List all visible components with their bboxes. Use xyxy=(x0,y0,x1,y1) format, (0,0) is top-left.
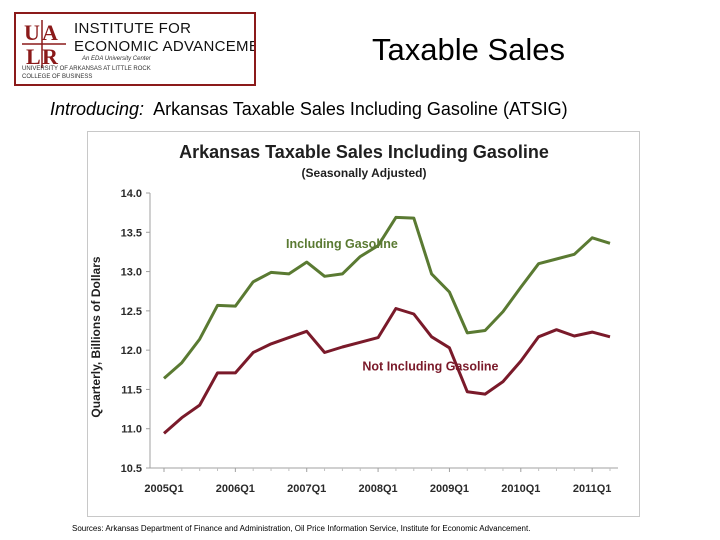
x-tick-label: 2008Q1 xyxy=(359,483,398,495)
x-tick-label: 2009Q1 xyxy=(430,483,469,495)
logo-line-1: INSTITUTE FOR xyxy=(74,20,192,37)
intro-line: Introducing: Arkansas Taxable Sales Incl… xyxy=(50,99,568,120)
series-label-not-including-gasoline: Not Including Gasoline xyxy=(362,360,498,374)
x-tick-label: 2006Q1 xyxy=(216,483,255,495)
y-tick-label: 14.0 xyxy=(121,188,142,200)
page-title: Taxable Sales xyxy=(372,32,566,67)
y-tick-label: 12.0 xyxy=(121,345,142,357)
logo-line-2: ECONOMIC ADVANCEMENT xyxy=(74,38,254,55)
sources-note: Sources: Arkansas Department of Finance … xyxy=(72,524,531,533)
series-line-not-including-gasoline xyxy=(163,307,611,435)
y-tick-label: 13.5 xyxy=(121,227,142,239)
y-tick-label: 13.0 xyxy=(121,267,142,279)
y-tick-label: 12.5 xyxy=(121,306,142,318)
chart-title: Arkansas Taxable Sales Including Gasolin… xyxy=(179,142,549,162)
y-tick-label: 11.5 xyxy=(121,384,142,396)
intro-lead: Introducing: xyxy=(50,99,145,119)
logo-subtitle: An EDA University Center xyxy=(82,56,151,62)
logo-university: UNIVERSITY OF ARKANSAS AT LITTLE ROCK xyxy=(22,66,151,72)
series-line-including-gasoline xyxy=(163,215,611,380)
x-tick-label: 2007Q1 xyxy=(287,483,326,495)
svg-text:A: A xyxy=(42,20,58,45)
svg-text:U: U xyxy=(24,20,40,45)
ieа-logo: U A L R INSTITUTE FOR ECONOMIC ADVANCEME… xyxy=(14,12,256,86)
y-tick-label: 11.0 xyxy=(121,424,142,436)
y-axis-label: Quarterly, Billions of Dollars xyxy=(89,256,103,417)
chart-frame: Arkansas Taxable Sales Including Gasolin… xyxy=(87,131,640,517)
svg-text:L: L xyxy=(26,44,41,69)
x-tick-label: 2011Q1 xyxy=(573,483,612,495)
ualr-mark-icon: U A L R xyxy=(22,20,66,69)
svg-text:R: R xyxy=(42,44,59,69)
intro-text: Arkansas Taxable Sales Including Gasolin… xyxy=(153,99,568,119)
x-tick-label: 2010Q1 xyxy=(501,483,540,495)
chart-subtitle: (Seasonally Adjusted) xyxy=(302,166,427,180)
x-tick-label: 2005Q1 xyxy=(144,483,183,495)
logo-college: COLLEGE OF BUSINESS xyxy=(22,74,93,80)
series-label-including-gasoline: Including Gasoline xyxy=(286,237,398,251)
y-tick-label: 10.5 xyxy=(121,463,142,475)
taxable-sales-chart: Arkansas Taxable Sales Including Gasolin… xyxy=(89,142,618,495)
